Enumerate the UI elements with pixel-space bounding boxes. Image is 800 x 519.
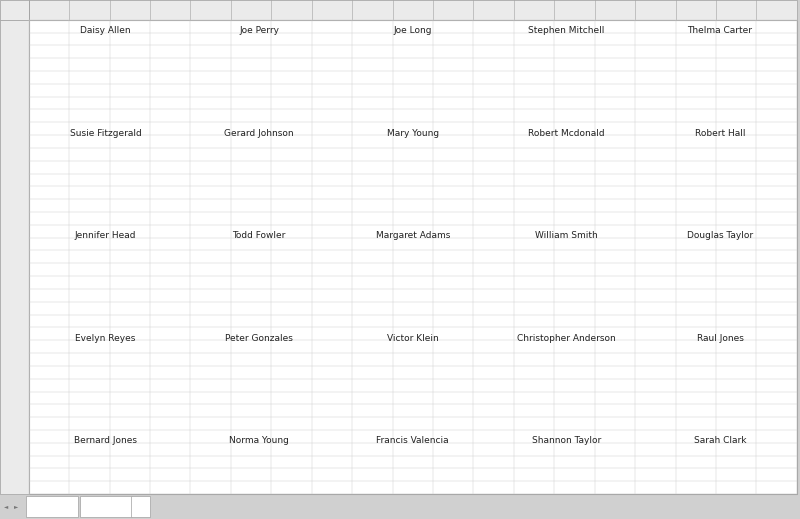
Text: 16: 16 — [10, 216, 18, 221]
Text: 34: 34 — [10, 447, 18, 452]
Text: 17: 17 — [10, 229, 18, 234]
Text: 28: 28 — [10, 370, 18, 375]
Text: Susie Fitzgerald: Susie Fitzgerald — [70, 129, 142, 138]
Text: ◄: ◄ — [4, 504, 9, 509]
Text: 32: 32 — [10, 421, 18, 426]
Text: G: G — [289, 5, 294, 15]
Text: 10: 10 — [10, 139, 18, 144]
Text: 23: 23 — [10, 306, 18, 311]
Text: Robert Mcdonald: Robert Mcdonald — [528, 129, 605, 138]
Text: +: + — [137, 501, 145, 512]
Text: William Smith: William Smith — [535, 231, 598, 240]
Text: 8: 8 — [13, 113, 16, 118]
Text: 4: 4 — [12, 62, 16, 67]
Text: 6: 6 — [13, 88, 16, 93]
Text: 26: 26 — [10, 344, 18, 349]
Text: 31: 31 — [10, 408, 18, 413]
Text: Douglas Taylor: Douglas Taylor — [687, 231, 753, 240]
Text: Norma Young: Norma Young — [230, 436, 289, 445]
Text: Christopher Anderson: Christopher Anderson — [517, 334, 616, 343]
Text: Sheet2: Sheet2 — [91, 502, 121, 511]
Text: 22: 22 — [10, 293, 18, 298]
Text: 11: 11 — [10, 152, 18, 157]
Text: 37: 37 — [10, 485, 18, 490]
Text: L: L — [491, 5, 496, 15]
Text: C: C — [127, 5, 133, 15]
Text: Joe Perry: Joe Perry — [239, 26, 279, 35]
Text: 21: 21 — [10, 280, 18, 285]
Text: 35: 35 — [10, 459, 18, 465]
Text: Robert Hall: Robert Hall — [694, 129, 746, 138]
Text: B: B — [87, 5, 92, 15]
Text: P: P — [653, 5, 658, 15]
Text: Jennifer Head: Jennifer Head — [75, 231, 136, 240]
Text: ►: ► — [14, 504, 18, 509]
Text: 20: 20 — [10, 267, 18, 272]
Text: Francis Valencia: Francis Valencia — [377, 436, 449, 445]
Text: 13: 13 — [10, 177, 18, 183]
Text: Q: Q — [693, 5, 698, 15]
Text: E: E — [208, 5, 213, 15]
Text: Victor Klein: Victor Klein — [387, 334, 438, 343]
Text: Sheet1: Sheet1 — [38, 502, 65, 511]
Text: J: J — [412, 5, 414, 15]
Text: S: S — [774, 5, 779, 15]
Text: A: A — [46, 5, 52, 15]
Text: 30: 30 — [10, 395, 18, 401]
Text: H: H — [329, 5, 335, 15]
Text: 33: 33 — [10, 434, 18, 439]
Text: F: F — [249, 5, 254, 15]
Text: 2: 2 — [12, 36, 16, 42]
Text: Margaret Adams: Margaret Adams — [376, 231, 450, 240]
Text: Peter Gonzales: Peter Gonzales — [226, 334, 293, 343]
Text: Todd Fowler: Todd Fowler — [233, 231, 286, 240]
Text: 14: 14 — [10, 190, 18, 195]
Text: 15: 15 — [10, 203, 18, 208]
Text: D: D — [167, 5, 174, 15]
Text: 24: 24 — [10, 319, 18, 323]
Text: Daisy Allen: Daisy Allen — [80, 26, 131, 35]
Text: 1: 1 — [13, 24, 16, 29]
Text: N: N — [572, 5, 578, 15]
Text: 19: 19 — [10, 254, 18, 260]
Text: 5: 5 — [13, 75, 16, 80]
Text: 27: 27 — [10, 357, 18, 362]
Text: 36: 36 — [10, 472, 18, 477]
Text: R: R — [734, 5, 739, 15]
Text: Evelyn Reyes: Evelyn Reyes — [75, 334, 136, 343]
Text: O: O — [612, 5, 618, 15]
Text: I: I — [371, 5, 374, 15]
Text: Stephen Mitchell: Stephen Mitchell — [528, 26, 605, 35]
Text: Thelma Carter: Thelma Carter — [687, 26, 753, 35]
Text: 3: 3 — [12, 49, 16, 54]
Text: K: K — [450, 5, 456, 15]
Text: Shannon Taylor: Shannon Taylor — [532, 436, 601, 445]
Text: Joe Long: Joe Long — [394, 26, 432, 35]
Text: Gerard Johnson: Gerard Johnson — [224, 129, 294, 138]
Text: Raul Jones: Raul Jones — [697, 334, 743, 343]
Text: 18: 18 — [10, 241, 18, 247]
Text: M: M — [530, 5, 538, 15]
Text: 25: 25 — [10, 331, 18, 336]
Text: Bernard Jones: Bernard Jones — [74, 436, 137, 445]
Text: Mary Young: Mary Young — [386, 129, 439, 138]
Text: Sarah Clark: Sarah Clark — [694, 436, 746, 445]
Text: 7: 7 — [12, 101, 16, 105]
Text: 29: 29 — [10, 383, 18, 388]
Text: 9: 9 — [12, 126, 16, 131]
Text: 12: 12 — [10, 165, 18, 170]
